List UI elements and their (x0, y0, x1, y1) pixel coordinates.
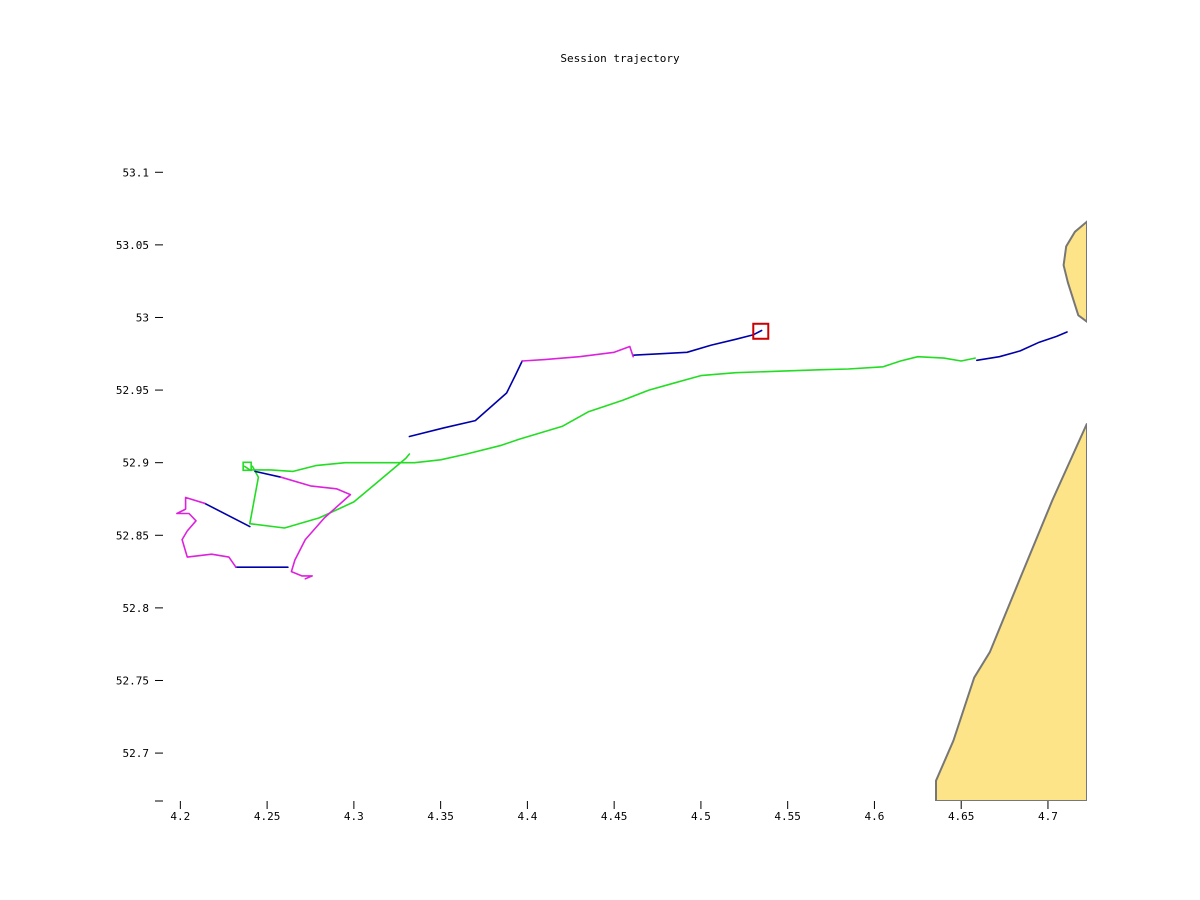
x-tick-label: 4.65 (948, 810, 975, 823)
track-segment-3 (408, 360, 524, 438)
land-area-2 (935, 423, 1087, 801)
track-segment-2 (249, 453, 411, 529)
y-tick-label: 53 (136, 311, 149, 324)
y-tick-label: 52.8 (123, 602, 150, 615)
track-segment-10 (280, 476, 352, 580)
y-tick-label: 52.9 (123, 457, 150, 470)
land-layer (935, 220, 1087, 801)
track-segment-4 (632, 329, 763, 357)
track-segment-7 (203, 502, 251, 528)
y-tick-label: 53.05 (116, 239, 149, 252)
track-segment-5 (975, 331, 1068, 362)
track-segment-9 (521, 345, 635, 362)
y-tick-label: 52.85 (116, 529, 149, 542)
current-position-marker (752, 322, 770, 340)
x-tick-label: 4.25 (254, 810, 281, 823)
land-area-1 (1062, 220, 1087, 324)
track-segment-11 (176, 496, 237, 569)
x-tick-label: 4.35 (427, 810, 454, 823)
x-tick-label: 4.55 (774, 810, 801, 823)
y-tick-label: 52.95 (116, 384, 149, 397)
start-marker (242, 461, 252, 472)
chart-title: Session trajectory (560, 52, 680, 65)
x-tick-label: 4.3 (344, 810, 364, 823)
x-tick-label: 4.5 (691, 810, 711, 823)
x-tick-label: 4.4 (517, 810, 537, 823)
y-tick-label: 53.1 (123, 166, 150, 179)
x-tick-label: 4.7 (1038, 810, 1058, 823)
x-tick-label: 4.6 (864, 810, 884, 823)
axis-layer: 53.1 53.05 53 52.95 52.9 52.85 52.8 52.75 52.7 4.… (116, 166, 1058, 823)
track-segment-6 (254, 470, 282, 479)
marker-layer (242, 322, 770, 472)
x-tick-label: 4.2 (170, 810, 190, 823)
x-tick-label: 4.45 (601, 810, 628, 823)
track-segment-1 (243, 355, 976, 473)
y-tick-label: 52.7 (123, 747, 150, 760)
y-tick-label: 52.75 (116, 674, 149, 687)
track-layer (176, 329, 1068, 580)
